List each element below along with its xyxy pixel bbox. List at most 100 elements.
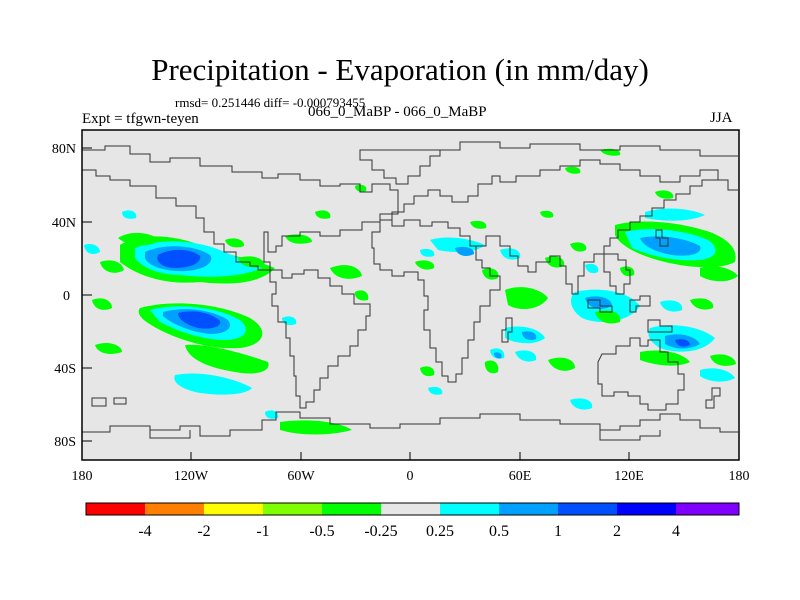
shade-green [505, 287, 548, 310]
colorbar-frame [85, 502, 740, 516]
shade-cyan [122, 210, 137, 219]
field-shading [84, 148, 738, 435]
colorbar-labels: -4 -2 -1 -0.5 -0.25 0.25 0.5 1 2 4 [138, 523, 680, 540]
colorbar-swatch [322, 503, 381, 515]
shade-green [540, 210, 554, 218]
colorbar-swatch [263, 503, 322, 515]
experiment-label: Expt = tfgwn-teyen [82, 111, 199, 127]
shade-cyan [700, 368, 735, 382]
shade-green [655, 190, 674, 199]
coast-madagascar [501, 317, 513, 343]
colorbar-label: 2 [613, 523, 621, 540]
colorbar-label: 1 [554, 523, 562, 540]
shade-green [710, 354, 736, 366]
shade-cyan [420, 248, 435, 257]
shade-green [690, 298, 714, 310]
stats-text: rmsd= 0.251446 diff= -0.000793455 [175, 95, 366, 110]
colorbar-label: -2 [197, 523, 210, 540]
coast-australia [597, 337, 685, 411]
coast-japan [655, 229, 669, 247]
lat-tick-label: 40N [52, 216, 76, 231]
coast-africa [371, 219, 501, 383]
shade-cyan [84, 243, 100, 254]
coast-south-asia [476, 179, 718, 295]
lat-tick-label: 0 [63, 289, 70, 304]
shade-cyan [660, 300, 683, 312]
colorbar-label: -1 [256, 523, 269, 540]
shade-green [565, 166, 581, 174]
coast-north-america [82, 145, 399, 271]
shade-cyan [570, 398, 593, 410]
shade-green [595, 310, 621, 324]
lon-tick-label: 180 [72, 469, 93, 484]
map-background [82, 130, 739, 460]
shade-green [420, 366, 435, 377]
coast-antarctica [82, 411, 738, 437]
shade-green [185, 344, 269, 374]
lon-tick-label: 60W [287, 469, 315, 484]
lon-labels: 180 120W 60W 0 60E 120E 180 [72, 469, 750, 484]
shade-cyan [430, 237, 485, 253]
shade-blue [675, 339, 690, 347]
lon-tick-label: 180 [729, 469, 750, 484]
shade-lightblue [522, 331, 537, 341]
colorbar-swatch [558, 503, 617, 515]
axis-ticks [81, 147, 740, 460]
shade-green [92, 298, 112, 310]
shade-blue [178, 311, 221, 329]
shade-cyan [515, 350, 537, 362]
coast-greenland [359, 149, 441, 185]
shade-green [330, 265, 362, 279]
colorbar-swatch [204, 503, 263, 515]
colorbar-swatch [145, 503, 204, 515]
shade-blue [157, 249, 201, 268]
colorbar-swatch [440, 503, 499, 515]
coastlines [82, 141, 738, 441]
shade-cyan [174, 373, 252, 395]
shade-cyan [585, 263, 599, 274]
shade-green [315, 210, 331, 219]
lat-tick-label: 80S [54, 435, 76, 450]
colorbar-label: -0.25 [364, 523, 397, 540]
colorbar-swatch [676, 503, 739, 515]
map-panel: 80N 40N 0 40S 80S 180 120W 60W 0 60E 120… [52, 129, 750, 484]
shade-green [355, 184, 367, 192]
shade-green [548, 357, 575, 371]
coast-indonesia [587, 295, 673, 333]
coast-antarctic-inlet [599, 430, 661, 441]
colorbar: -4 -2 -1 -0.5 -0.25 0.25 0.5 1 2 4 [85, 502, 740, 540]
shade-green [354, 290, 369, 301]
colorbar-swatch [617, 503, 676, 515]
shade-green [95, 342, 122, 354]
shade-lightblue [640, 236, 701, 256]
lon-tick-label: 60E [509, 469, 532, 484]
lat-tick-label: 80N [52, 142, 76, 157]
colorbar-label: 4 [672, 523, 680, 540]
shade-green [415, 260, 435, 270]
coast-eurasia-africa [440, 141, 738, 157]
shade-lightblue [455, 246, 475, 256]
shade-green [484, 360, 499, 374]
shade-green [238, 256, 265, 268]
shade-green [570, 242, 587, 252]
lat-labels: 80N 40N 0 40S 80S [52, 142, 76, 450]
shade-lightblue [494, 352, 502, 359]
lon-tick-label: 0 [407, 469, 414, 484]
shade-green [225, 238, 245, 248]
shade-green [620, 266, 635, 277]
colorbar-label: 0.5 [489, 523, 509, 540]
shade-cyan [265, 410, 279, 419]
shade-green [600, 148, 621, 156]
coast-europe [380, 159, 738, 221]
colorbar-label: -4 [138, 523, 151, 540]
shade-green [100, 260, 124, 273]
colorbar-swatch [381, 503, 440, 515]
coast-antarctic-inlet [149, 430, 191, 439]
shade-cyan [645, 208, 705, 221]
coast-new-zealand [705, 387, 721, 409]
lon-tick-label: 120E [614, 469, 644, 484]
map-title: Precipitation - Evaporation (in mm/day) [151, 52, 649, 87]
shade-green [118, 232, 160, 246]
season-label: JJA [710, 110, 733, 126]
